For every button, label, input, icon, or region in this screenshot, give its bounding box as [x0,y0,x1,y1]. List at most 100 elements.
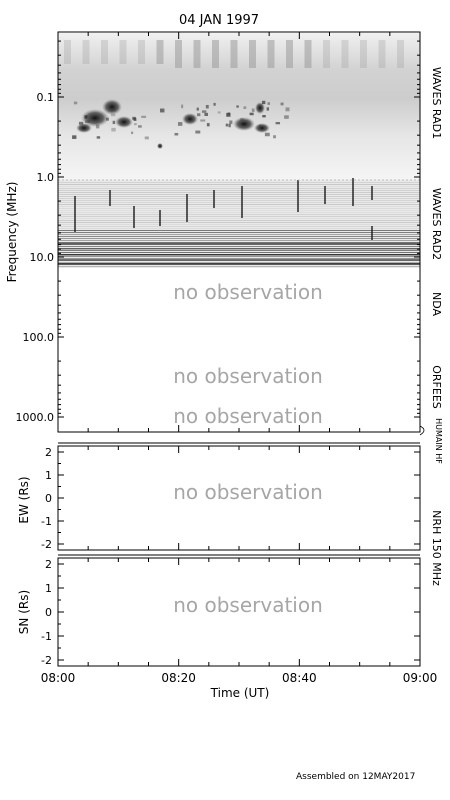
spectrogram-ylabel: Frequency (MHz) [5,182,19,283]
rad2-striation [58,206,420,207]
rad1-speck [111,113,116,117]
spectrogram-y-ticks: 0.1 1.0 10.0 100.0 1000.0 [16,40,420,424]
rad1-speck [280,102,284,106]
spectrogram-panel: no observation no observation no observa… [5,31,443,464]
rad1-burst [157,143,163,149]
rad1-speck [229,120,233,125]
rad1-burst [81,109,109,127]
rad1-speck [160,108,165,113]
ew-no-observation: no observation [173,480,323,504]
rad1-streak [156,40,164,64]
band-label-humain: HUMAIN HF [434,418,443,464]
rad1-speck [181,104,184,109]
rad2-striation [58,192,420,193]
ew-ytick-label: 0 [45,492,52,505]
rad1-speck [138,125,142,128]
rad1-streak [360,40,367,68]
rad1-speck [196,107,199,111]
sn-no-observation: no observation [173,593,323,617]
rad1-speck [227,112,231,116]
sn-ylabel: SN (Rs) [17,590,31,634]
rad2-striation [58,190,420,191]
rad1-burst [255,102,265,114]
spec-ytick-label: 100.0 [23,331,55,344]
rad2-striation [58,224,420,225]
rad2-striation [58,226,420,227]
rad2-striation [58,204,420,205]
rad2-spectrogram-image [58,180,420,268]
rad1-speck [285,107,290,112]
rad1-streak [397,40,404,68]
chart-title: 04 JAN 1997 [179,13,259,28]
rad1-speck [195,130,201,134]
rad1-speck [217,111,221,114]
rad1-speck [204,112,209,116]
x-axis-label: Time (UT) [210,686,270,700]
rad1-speck [78,121,84,125]
sn-ytick-label: -2 [41,654,52,667]
rad1-streak [138,40,145,64]
rad2-striation [58,196,420,197]
rad1-speck [261,100,266,105]
ew-frame [57,445,421,551]
spectrogram-x-ticks [57,32,421,432]
rad1-burst-features [64,40,404,149]
rad1-streak [378,40,386,68]
orfees-no-observation: no observation [173,364,323,388]
rad1-speck [201,110,207,113]
ew-y-ticks: -2 -1 0 1 2 [41,442,420,551]
rad1-speck [205,104,209,109]
rad2-striation [58,250,420,251]
rad1-speck [105,117,109,121]
rad1-speck [111,127,116,132]
rad1-speck [133,117,137,122]
rad1-speck [84,115,87,120]
rad1-streak [341,40,349,68]
rad1-speck [197,113,201,117]
rad2-dark-band [58,248,420,250]
spec-ytick-label: 0.1 [37,91,55,104]
rad1-speck [284,115,289,119]
rad1-speck [239,118,244,121]
rad2-striation [58,252,420,253]
rad2-striation [58,188,420,189]
rad1-speck [213,102,216,106]
rad2-striation [58,194,420,195]
rad1-speck [144,136,149,140]
rad2-burst-features [58,178,420,267]
rad1-burst [233,117,255,131]
nda-no-observation: no observation [173,280,323,304]
rad2-striation [58,240,420,241]
sn-y-ticks: -2 -1 0 1 2 [41,554,420,667]
rad1-streak [304,40,312,68]
ew-ytick-label: 1 [45,469,52,482]
rad1-speck [174,132,179,136]
spec-ytick-label: 10.0 [30,251,55,264]
rad2-striation [58,246,420,247]
rad2-striation [58,232,420,233]
rad1-speck [95,124,100,129]
rad2-striation [58,218,420,219]
rad1-speck [112,120,116,125]
rad1-speck [251,108,255,112]
rad2-dark-band [58,263,420,265]
sn-ytick-label: 2 [45,558,52,571]
time-tick-label: 08:00 [41,671,76,685]
ew-ytick-label: 2 [45,446,52,459]
rad2-striation [58,262,420,263]
rad1-speck [131,131,134,135]
rad2-striation [58,208,420,209]
rad2-striation [58,200,420,201]
rad1-streak [267,40,275,68]
rad2-striation [58,198,420,199]
assembly-footer: Assembled on 12MAY2017 [296,772,416,782]
rad1-burst [254,123,270,133]
rad1-speck [177,122,183,126]
rad2-striation [58,266,420,267]
rad1-speck [264,132,270,137]
rad2-striation [58,216,420,217]
time-tick-label: 08:20 [161,671,196,685]
ew-panel: -2 -1 0 1 2 EW (Rs) no observation [17,442,421,551]
rad2-striation [58,236,420,237]
